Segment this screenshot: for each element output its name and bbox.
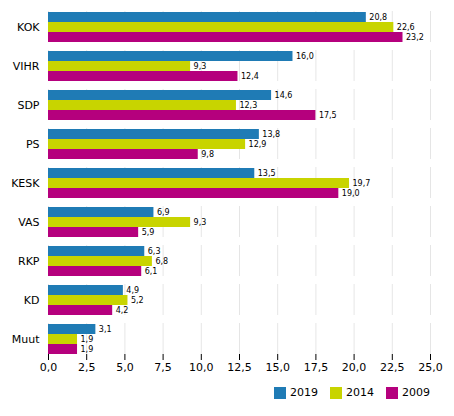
svg-text:7,5: 7,5	[154, 361, 172, 374]
svg-text:SDP: SDP	[17, 99, 39, 112]
svg-text:17,5: 17,5	[319, 111, 337, 120]
svg-text:22,6: 22,6	[397, 23, 415, 32]
svg-text:VAS: VAS	[18, 216, 39, 229]
svg-text:6,3: 6,3	[148, 247, 161, 256]
html-text:2014: 2014	[346, 386, 374, 399]
svg-text:20,0: 20,0	[342, 361, 367, 374]
svg-text:10,0: 10,0	[189, 361, 214, 374]
svg-text:VIHR: VIHR	[13, 60, 40, 73]
svg-text:6,8: 6,8	[155, 257, 168, 266]
svg-text:16,0: 16,0	[296, 52, 314, 61]
svg-text:4,2: 4,2	[116, 306, 129, 315]
svg-text:13,5: 13,5	[258, 169, 276, 178]
svg-text:13,8: 13,8	[262, 130, 280, 139]
svg-text:19,7: 19,7	[353, 179, 371, 188]
svg-text:5,0: 5,0	[116, 361, 133, 374]
svg-text:6,1: 6,1	[145, 267, 158, 276]
svg-text:15,0: 15,0	[265, 361, 290, 374]
svg-text:19,0: 19,0	[342, 189, 360, 198]
svg-text:KOK: KOK	[17, 21, 40, 34]
svg-text:12,4: 12,4	[241, 72, 259, 81]
svg-text:1,9: 1,9	[81, 335, 94, 344]
svg-text:6,9: 6,9	[157, 208, 170, 217]
svg-text:14,6: 14,6	[275, 91, 293, 100]
svg-text:KD: KD	[24, 294, 40, 307]
svg-text:0,0: 0,0	[40, 361, 58, 374]
svg-text:3,1: 3,1	[99, 325, 112, 334]
svg-text:KESK: KESK	[11, 177, 40, 190]
svg-text:12,5: 12,5	[227, 361, 252, 374]
svg-text:PS: PS	[26, 138, 40, 151]
html-text:2019: 2019	[290, 386, 318, 399]
svg-text:RKP: RKP	[18, 255, 40, 268]
svg-text:12,3: 12,3	[239, 101, 257, 110]
svg-text:22,5: 22,5	[380, 361, 405, 374]
svg-text:Muut: Muut	[12, 333, 40, 346]
svg-text:9,3: 9,3	[194, 62, 207, 71]
svg-text:5,9: 5,9	[142, 228, 155, 237]
svg-text:1,9: 1,9	[81, 345, 94, 354]
svg-text:5,2: 5,2	[131, 296, 144, 305]
svg-text:9,8: 9,8	[201, 150, 214, 159]
svg-text:12,9: 12,9	[249, 140, 267, 149]
svg-text:4,9: 4,9	[126, 286, 139, 295]
svg-text:25,0: 25,0	[418, 361, 443, 374]
svg-text:9,3: 9,3	[194, 218, 207, 227]
svg-text:17,5: 17,5	[304, 361, 329, 374]
html-text:2009: 2009	[402, 386, 430, 399]
svg-text:2,5: 2,5	[78, 361, 96, 374]
svg-text:23,2: 23,2	[406, 33, 424, 42]
svg-text:20,8: 20,8	[369, 13, 387, 22]
